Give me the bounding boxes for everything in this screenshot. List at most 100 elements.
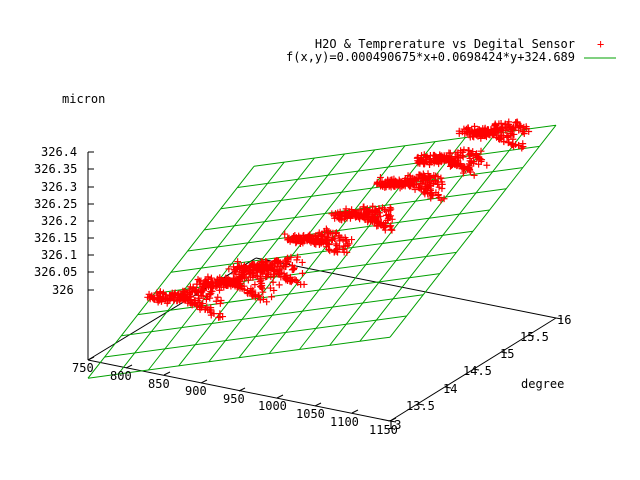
data-point	[194, 276, 202, 283]
data-point	[262, 273, 270, 281]
data-point	[449, 158, 456, 166]
data-point	[289, 262, 296, 270]
data-point	[333, 242, 341, 249]
data-point	[386, 206, 394, 214]
data-point	[241, 274, 248, 282]
data-point	[341, 209, 349, 217]
data-point	[252, 272, 260, 280]
data-point	[299, 270, 306, 277]
z-tick-label-326.3: 326.3	[41, 180, 77, 194]
x-tick-label-1150: 1150	[369, 423, 398, 437]
x-tick-label-1000: 1000	[258, 399, 287, 413]
data-point	[206, 294, 214, 302]
data-point	[192, 286, 200, 294]
surface-grid-y-line	[170, 230, 474, 273]
data-point	[196, 306, 204, 313]
data-point	[481, 129, 489, 137]
surface-grid-y-line	[237, 145, 540, 188]
data-point	[264, 269, 272, 277]
x-tick-label-800: 800	[110, 369, 132, 383]
data-point	[202, 278, 210, 286]
z-tick-label-326.15: 326.15	[34, 231, 77, 245]
data-point	[315, 229, 323, 237]
surface-grid-y-line	[220, 167, 523, 210]
data-point	[299, 239, 307, 247]
data-point	[251, 281, 259, 289]
data-point	[486, 131, 494, 139]
x-tick-mark-800	[125, 364, 133, 369]
data-point	[483, 161, 491, 169]
data-point	[427, 194, 435, 202]
data-point	[256, 266, 264, 274]
data-point	[275, 281, 283, 289]
data-point	[455, 127, 463, 135]
data-point	[349, 209, 357, 217]
z-axis-label: micron	[62, 92, 105, 106]
data-point	[191, 299, 199, 307]
data-point	[234, 263, 242, 271]
data-point	[294, 253, 301, 261]
z-ticks: 326 326.05 326.1 326.15 326.2 326.25 326…	[34, 145, 94, 297]
x-tick-mark-750	[87, 356, 95, 361]
data-point	[255, 292, 263, 300]
data-point	[384, 214, 392, 222]
data-point	[258, 282, 266, 289]
data-point	[212, 297, 220, 305]
y-tick-label-14.5: 14.5	[463, 364, 492, 378]
data-point	[406, 179, 414, 187]
y-tick-mark-15	[500, 351, 508, 354]
data-point	[216, 313, 224, 321]
z-tick-label-326.35: 326.35	[34, 162, 77, 176]
legend-data-label: H2O & Temprerature vs Degital Sensor	[315, 37, 575, 51]
data-point	[461, 130, 469, 138]
data-point	[495, 135, 503, 142]
data-point	[424, 190, 432, 197]
data-point	[217, 283, 225, 291]
y-tick-mark-14.5	[472, 368, 480, 371]
data-point	[234, 282, 242, 289]
data-point	[447, 163, 454, 170]
data-point	[382, 183, 390, 191]
data-point	[255, 262, 263, 270]
data-point	[431, 157, 439, 165]
y-tick-mark-13	[389, 420, 397, 423]
data-point	[243, 289, 251, 296]
data-point	[373, 218, 381, 226]
x-tick-mark-850	[163, 371, 171, 376]
data-point	[466, 162, 474, 170]
legend-data-marker: +	[597, 37, 604, 51]
z-tick-label-326.25: 326.25	[34, 197, 77, 211]
x-ticks: 750 800 850 900 950 1000 1050 1100 1150	[72, 356, 398, 437]
data-point	[244, 276, 252, 284]
data-point	[386, 223, 394, 231]
y-tick-mark-15.5	[527, 334, 535, 337]
legend-fit-label: f(x,y)=0.000490675*x+0.0698424*y+324.689	[286, 50, 575, 64]
data-point	[514, 121, 522, 129]
data-point	[430, 171, 438, 179]
data-point	[437, 196, 445, 204]
data-point	[459, 153, 467, 161]
y-tick-label-15: 15	[500, 347, 514, 361]
data-point	[498, 125, 506, 133]
data-point	[289, 236, 296, 243]
data-point	[374, 179, 381, 187]
data-point	[495, 120, 503, 128]
z-tick-label-326.05: 326.05	[34, 265, 77, 279]
x-tick-label-1100: 1100	[330, 415, 359, 429]
data-point	[240, 265, 247, 272]
data-point	[458, 152, 466, 159]
data-point	[522, 123, 530, 131]
z-tick-label-326.4: 326.4	[41, 145, 77, 159]
data-point	[344, 241, 352, 249]
data-point	[216, 280, 224, 288]
data-point	[166, 291, 173, 299]
y-tick-label-13: 13	[387, 418, 401, 432]
data-point	[419, 175, 427, 183]
data-point	[477, 147, 485, 155]
data-point	[417, 184, 425, 192]
z-tick-label-326.2: 326.2	[41, 214, 77, 228]
data-point	[504, 133, 512, 141]
data-point	[292, 239, 300, 247]
data-point	[341, 215, 348, 223]
